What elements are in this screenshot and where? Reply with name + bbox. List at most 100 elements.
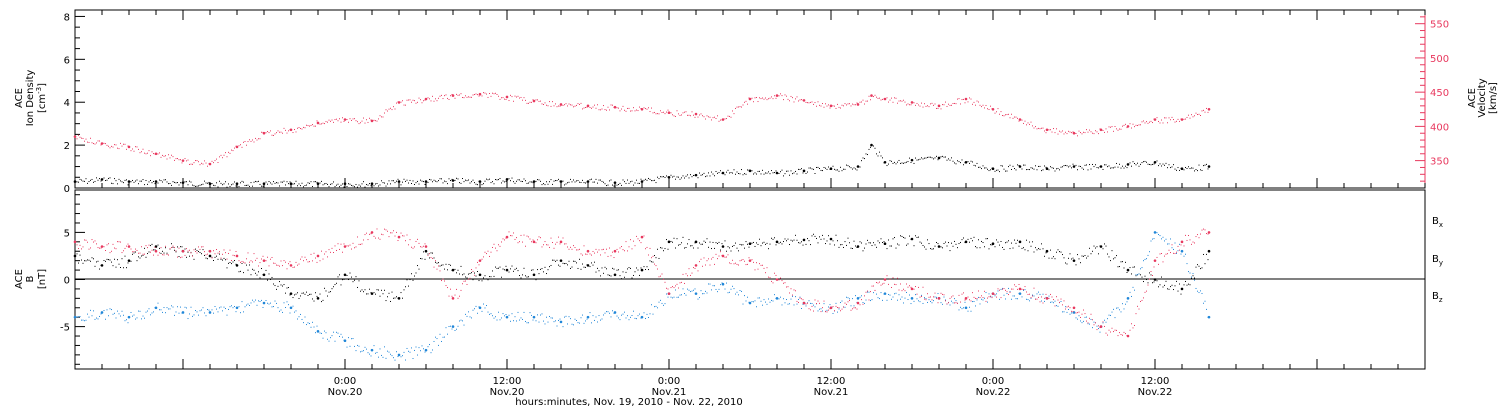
top-trace-dot [853,167,855,169]
bottom-trace-dot [586,253,588,255]
bottom-trace-dot [1039,301,1041,303]
top-trace-dot [1111,167,1113,169]
bottom-trace-dot [147,247,148,249]
top-trace-dot [637,110,639,112]
bottom-trace-dot [300,295,301,297]
top-trace-dot [178,184,180,186]
bottom-trace-dot [657,307,658,309]
top-trace-dot [585,182,586,184]
bottom-trace-dot [120,241,121,243]
top-trace-dot [738,106,739,108]
top-trace-dot [238,186,240,188]
top-trace-dot [660,176,661,178]
top-trace-dot [652,180,654,182]
bottom-trace-dot [465,280,466,282]
bottom-trace-dot [408,350,409,352]
bottom-trace-dot [289,312,291,314]
bottom-trace-dot [882,283,883,285]
bottom-trace-dot [84,320,85,322]
bottom-trace-dot [931,299,933,301]
top-trace-dot [954,162,955,164]
bottom-trace-dot [85,239,87,241]
bottom-trace-dot [268,303,270,305]
bottom-trace-dot [517,270,519,272]
bottom-trace-dot [942,303,943,305]
bottom-trace-dot [775,274,777,276]
top-trace-dot [412,180,414,182]
bottom-trace-dot [225,259,226,261]
bottom-trace-dot [201,246,202,248]
bottom-trace-dot [927,239,928,241]
bottom-trace-dot [414,275,415,277]
bottom-trace-dot [895,247,897,249]
bottom-trace-dot [328,291,330,293]
bottom-trace-dot [1180,253,1182,255]
bottom-trace-dot [450,288,451,290]
bottom-trace-dot [903,288,904,290]
top-trace-dot [901,100,903,102]
top-trace-dot [1143,161,1144,163]
bottom-trace-dot [625,317,627,319]
top-trace-dot [759,170,760,172]
top-trace-dot [417,101,418,103]
bottom-trace-dot [1054,300,1056,302]
top-trace-dot [513,181,514,183]
bottom-trace-dot [169,308,171,310]
bottom-trace-dot [502,268,504,270]
bottom-trace-dot [1146,290,1147,292]
bottom-trace-dot [79,254,81,256]
bottom-trace-dot [519,319,520,321]
bottom-trace-dot [814,235,816,237]
bottom-trace-dot [1039,248,1041,250]
bottom-trace-dot [823,238,825,240]
top-trace-dot [843,105,844,107]
top-trace-dot [636,179,637,181]
top-trace-dot [355,183,357,185]
bottom-trace-dot [730,263,732,265]
bottom-trace-dot [553,321,555,323]
bottom-trace-dot [915,235,916,237]
bottom-trace-dot [360,243,361,245]
top-trace-dot [583,182,585,184]
bottom-trace-dot [535,242,537,244]
top-trace-dot [708,172,709,174]
bottom-trace-dot [849,299,850,301]
bottom-trace-dot [1011,298,1012,300]
top-trace-dot [1147,163,1149,165]
top-point [1153,160,1157,164]
bottom-trace-dot [1002,288,1003,290]
top-trace-dot [147,183,148,185]
bottom-trace-dot [943,242,945,244]
top-point [991,107,995,111]
bottom-trace-dot [214,253,216,255]
top-trace-dot [112,146,114,148]
top-trace-dot [273,134,274,136]
bottom-trace-dot [630,239,631,241]
bottom-trace-dot [640,317,642,319]
bottom-trace-dot [601,249,603,251]
top-trace-dot [832,105,834,107]
bottom-trace-dot [813,310,814,312]
bottom-trace-dot [502,313,504,315]
top-trace-dot [823,106,825,108]
top-trace-dot [87,182,88,184]
top-trace-dot [354,118,355,120]
top-trace-dot [1164,164,1165,166]
bottom-trace-dot [319,293,321,295]
bottom-trace-dot [136,317,138,319]
bottom-trace-dot [676,296,678,298]
bottom-trace-dot [499,319,501,321]
bottom-trace-dot [1102,321,1104,323]
bottom-trace-dot [159,309,160,311]
bottom-trace-dot [763,241,765,243]
bottom-trace-dot [916,293,918,295]
bottom-trace-dot [1179,249,1180,251]
bottom-trace-dot [343,243,345,245]
bottom-trace-dot [930,248,931,250]
bottom-trace-dot [543,271,544,273]
top-trace-dot [1089,129,1090,131]
bottom-trace-dot [748,257,750,259]
top-trace-dot [103,177,105,179]
bottom-trace-dot [619,275,621,277]
top-trace-dot [1009,164,1011,166]
